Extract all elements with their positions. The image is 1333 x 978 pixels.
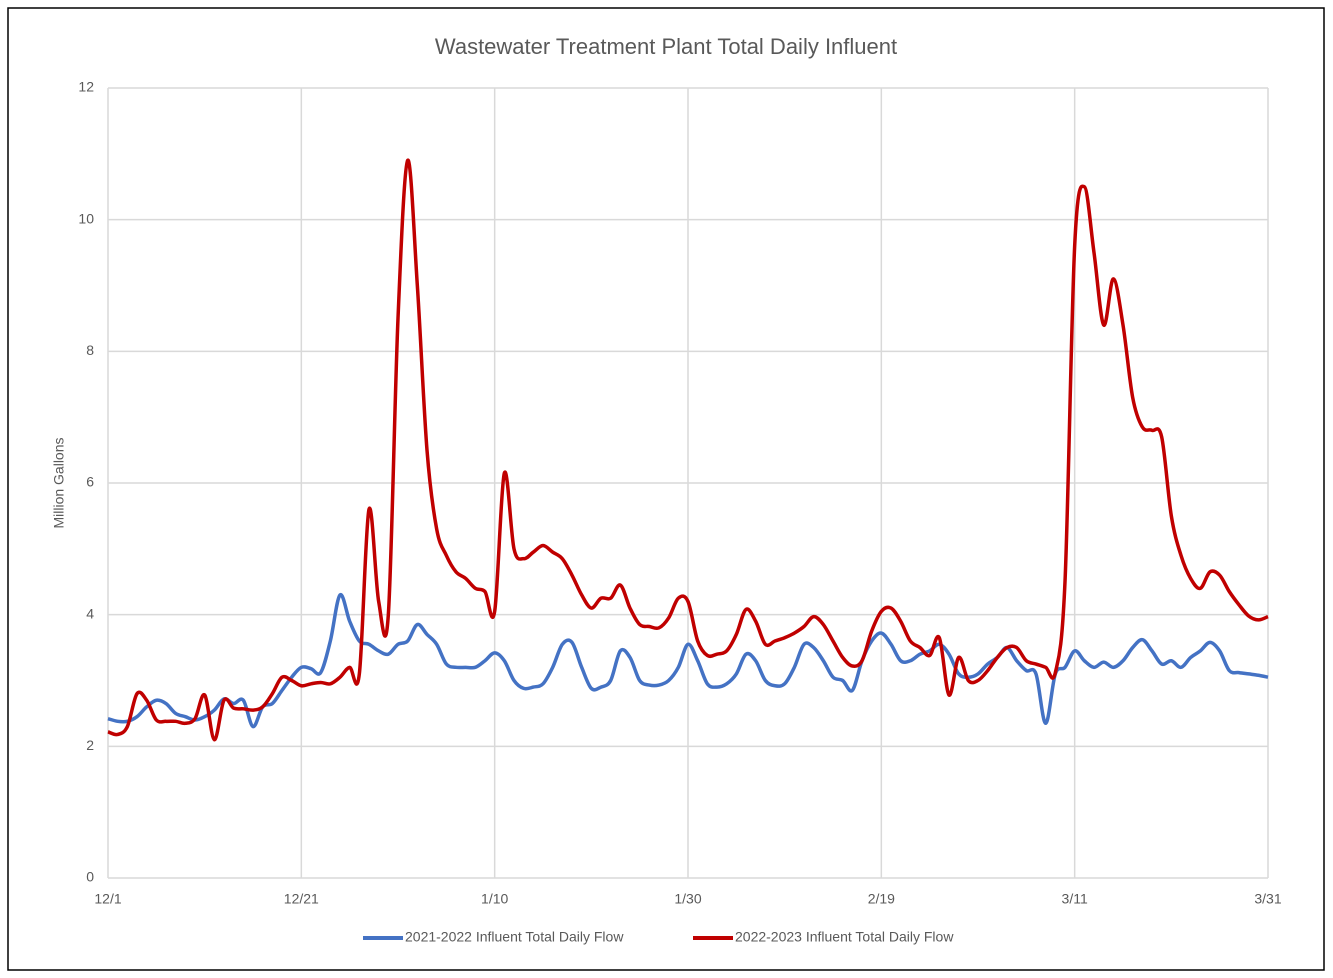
y-tick-label: 6 [86,474,94,490]
series-line [107,593,1269,729]
y-tick-label: 8 [86,342,94,358]
y-tick-label: 12 [78,79,94,95]
x-tick-label: 1/30 [674,891,701,907]
x-tick-label: 3/11 [1062,891,1088,907]
chart-border [7,7,1325,971]
series-line [107,158,1269,742]
y-tick-label: 4 [86,605,94,621]
y-axis-label: Million Gallons [51,437,67,528]
chart-title: Wastewater Treatment Plant Total Daily I… [435,34,897,59]
y-tick-label: 0 [86,869,94,885]
x-tick-label: 12/1 [94,891,121,907]
y-tick-label: 2 [86,737,94,753]
legend-label: 2021-2022 Influent Total Daily Flow [405,929,624,945]
x-tick-label: 1/10 [481,891,508,907]
y-tick-label: 10 [78,210,94,226]
x-tick-label: 12/21 [284,891,319,907]
legend-label: 2022-2023 Influent Total Daily Flow [735,929,954,945]
x-tick-label: 3/31 [1254,891,1281,907]
x-tick-label: 2/19 [868,891,895,907]
